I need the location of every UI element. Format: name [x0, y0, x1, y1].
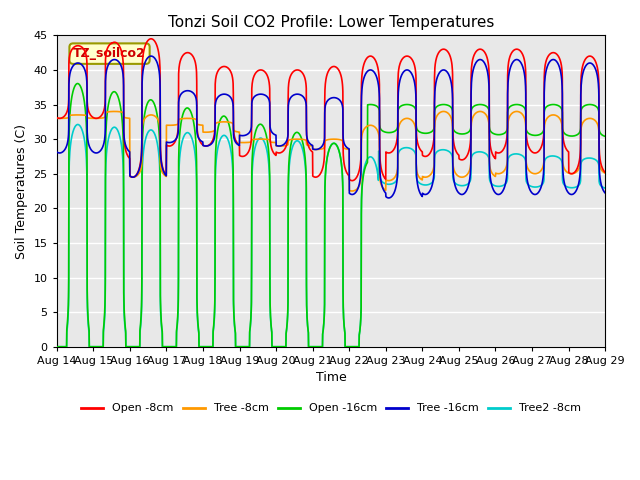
Tree2 -8cm [506, 154, 513, 159]
Tree -16cm [401, 68, 408, 74]
Open -16cm [506, 104, 513, 110]
Open -8cm [401, 54, 408, 60]
Line: Tree2 -8cm: Tree2 -8cm [57, 124, 605, 347]
Tree -16cm [465, 180, 473, 186]
Tree2 -8cm [436, 147, 444, 153]
Tree -8cm [602, 170, 609, 176]
Title: Tonzi Soil CO2 Profile: Lower Temperatures: Tonzi Soil CO2 Profile: Lower Temperatur… [168, 15, 494, 30]
Tree2 -8cm [227, 148, 235, 154]
Tree -8cm [348, 188, 356, 194]
X-axis label: Time: Time [316, 372, 346, 384]
Tree -8cm [436, 110, 444, 116]
Tree -8cm [465, 169, 473, 175]
Tree -16cm [147, 53, 155, 59]
Open -8cm [436, 48, 444, 54]
Tree2 -8cm [436, 147, 444, 153]
Open -8cm [602, 169, 609, 175]
Open -8cm [465, 148, 473, 154]
Open -16cm [602, 133, 609, 139]
Tree -16cm [436, 69, 444, 75]
Open -8cm [436, 48, 444, 54]
Tree2 -8cm [74, 121, 82, 127]
Open -8cm [348, 178, 356, 183]
Y-axis label: Soil Temperatures (C): Soil Temperatures (C) [15, 123, 28, 259]
Tree -8cm [227, 120, 235, 125]
Line: Open -8cm: Open -8cm [57, 39, 605, 180]
Open -8cm [506, 55, 513, 60]
Tree -16cm [506, 68, 513, 73]
Open -16cm [401, 102, 408, 108]
Open -16cm [53, 344, 61, 349]
Tree -8cm [111, 108, 118, 114]
Open -8cm [147, 36, 155, 42]
Open -16cm [436, 102, 444, 108]
Open -16cm [465, 129, 472, 135]
Line: Open -16cm: Open -16cm [57, 84, 605, 347]
Open -8cm [53, 115, 61, 120]
Tree -16cm [602, 190, 609, 196]
Tree -16cm [227, 95, 235, 101]
Tree2 -8cm [602, 185, 609, 191]
Tree -8cm [401, 116, 408, 122]
Open -16cm [436, 102, 444, 108]
Tree -16cm [385, 195, 392, 201]
Tree2 -8cm [401, 145, 408, 151]
Tree -8cm [506, 114, 513, 120]
Line: Tree -8cm: Tree -8cm [57, 111, 605, 191]
Tree -16cm [53, 149, 61, 155]
Tree -8cm [436, 110, 444, 116]
Open -16cm [227, 131, 235, 136]
Tree2 -8cm [465, 180, 472, 186]
Text: TZ_soilco2: TZ_soilco2 [73, 47, 146, 60]
Tree -16cm [436, 70, 444, 75]
Tree -8cm [53, 116, 61, 121]
Tree2 -8cm [53, 344, 61, 349]
Legend: Open -8cm, Tree -8cm, Open -16cm, Tree -16cm, Tree2 -8cm: Open -8cm, Tree -8cm, Open -16cm, Tree -… [77, 399, 585, 418]
Open -8cm [227, 69, 235, 75]
Open -16cm [74, 81, 81, 86]
Line: Tree -16cm: Tree -16cm [57, 56, 605, 198]
